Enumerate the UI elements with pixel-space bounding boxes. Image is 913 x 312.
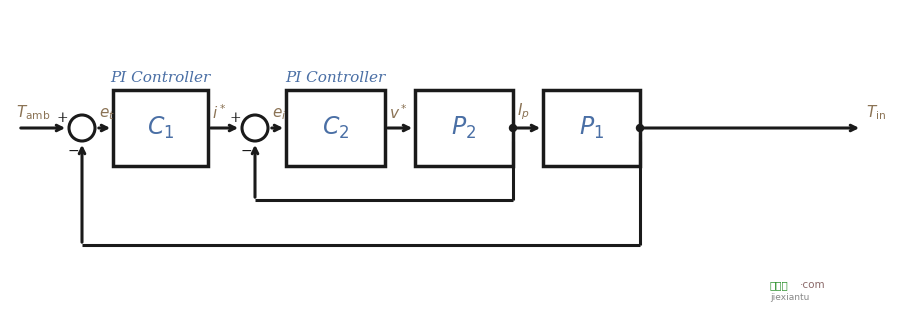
Text: 接线图: 接线图 <box>770 280 789 290</box>
Text: $-$: $-$ <box>67 143 79 157</box>
Text: ·com: ·com <box>800 280 825 290</box>
Circle shape <box>509 124 517 131</box>
Text: $i^*$: $i^*$ <box>212 103 226 122</box>
Text: $T_{\mathrm{amb}}$: $T_{\mathrm{amb}}$ <box>16 103 50 122</box>
Text: $-$: $-$ <box>240 143 252 157</box>
Text: $I_p$: $I_p$ <box>517 101 530 122</box>
Bar <box>286 90 385 166</box>
Text: $P_2$: $P_2$ <box>451 115 477 141</box>
Text: PI Controller: PI Controller <box>110 71 211 85</box>
Text: $C_1$: $C_1$ <box>147 115 174 141</box>
Bar <box>415 90 513 166</box>
Text: $e_i$: $e_i$ <box>272 106 287 122</box>
Bar <box>543 90 640 166</box>
Circle shape <box>636 124 644 131</box>
Text: $e_t$: $e_t$ <box>99 106 115 122</box>
Bar <box>113 90 208 166</box>
Text: +: + <box>57 111 68 125</box>
Text: PI Controller: PI Controller <box>286 71 385 85</box>
Text: $C_2$: $C_2$ <box>321 115 349 141</box>
Text: $v^*$: $v^*$ <box>389 103 408 122</box>
Text: $T_{\mathrm{in}}$: $T_{\mathrm{in}}$ <box>866 103 887 122</box>
Text: jiexiantu: jiexiantu <box>770 293 810 302</box>
Text: $P_1$: $P_1$ <box>579 115 604 141</box>
Text: +: + <box>229 111 241 125</box>
